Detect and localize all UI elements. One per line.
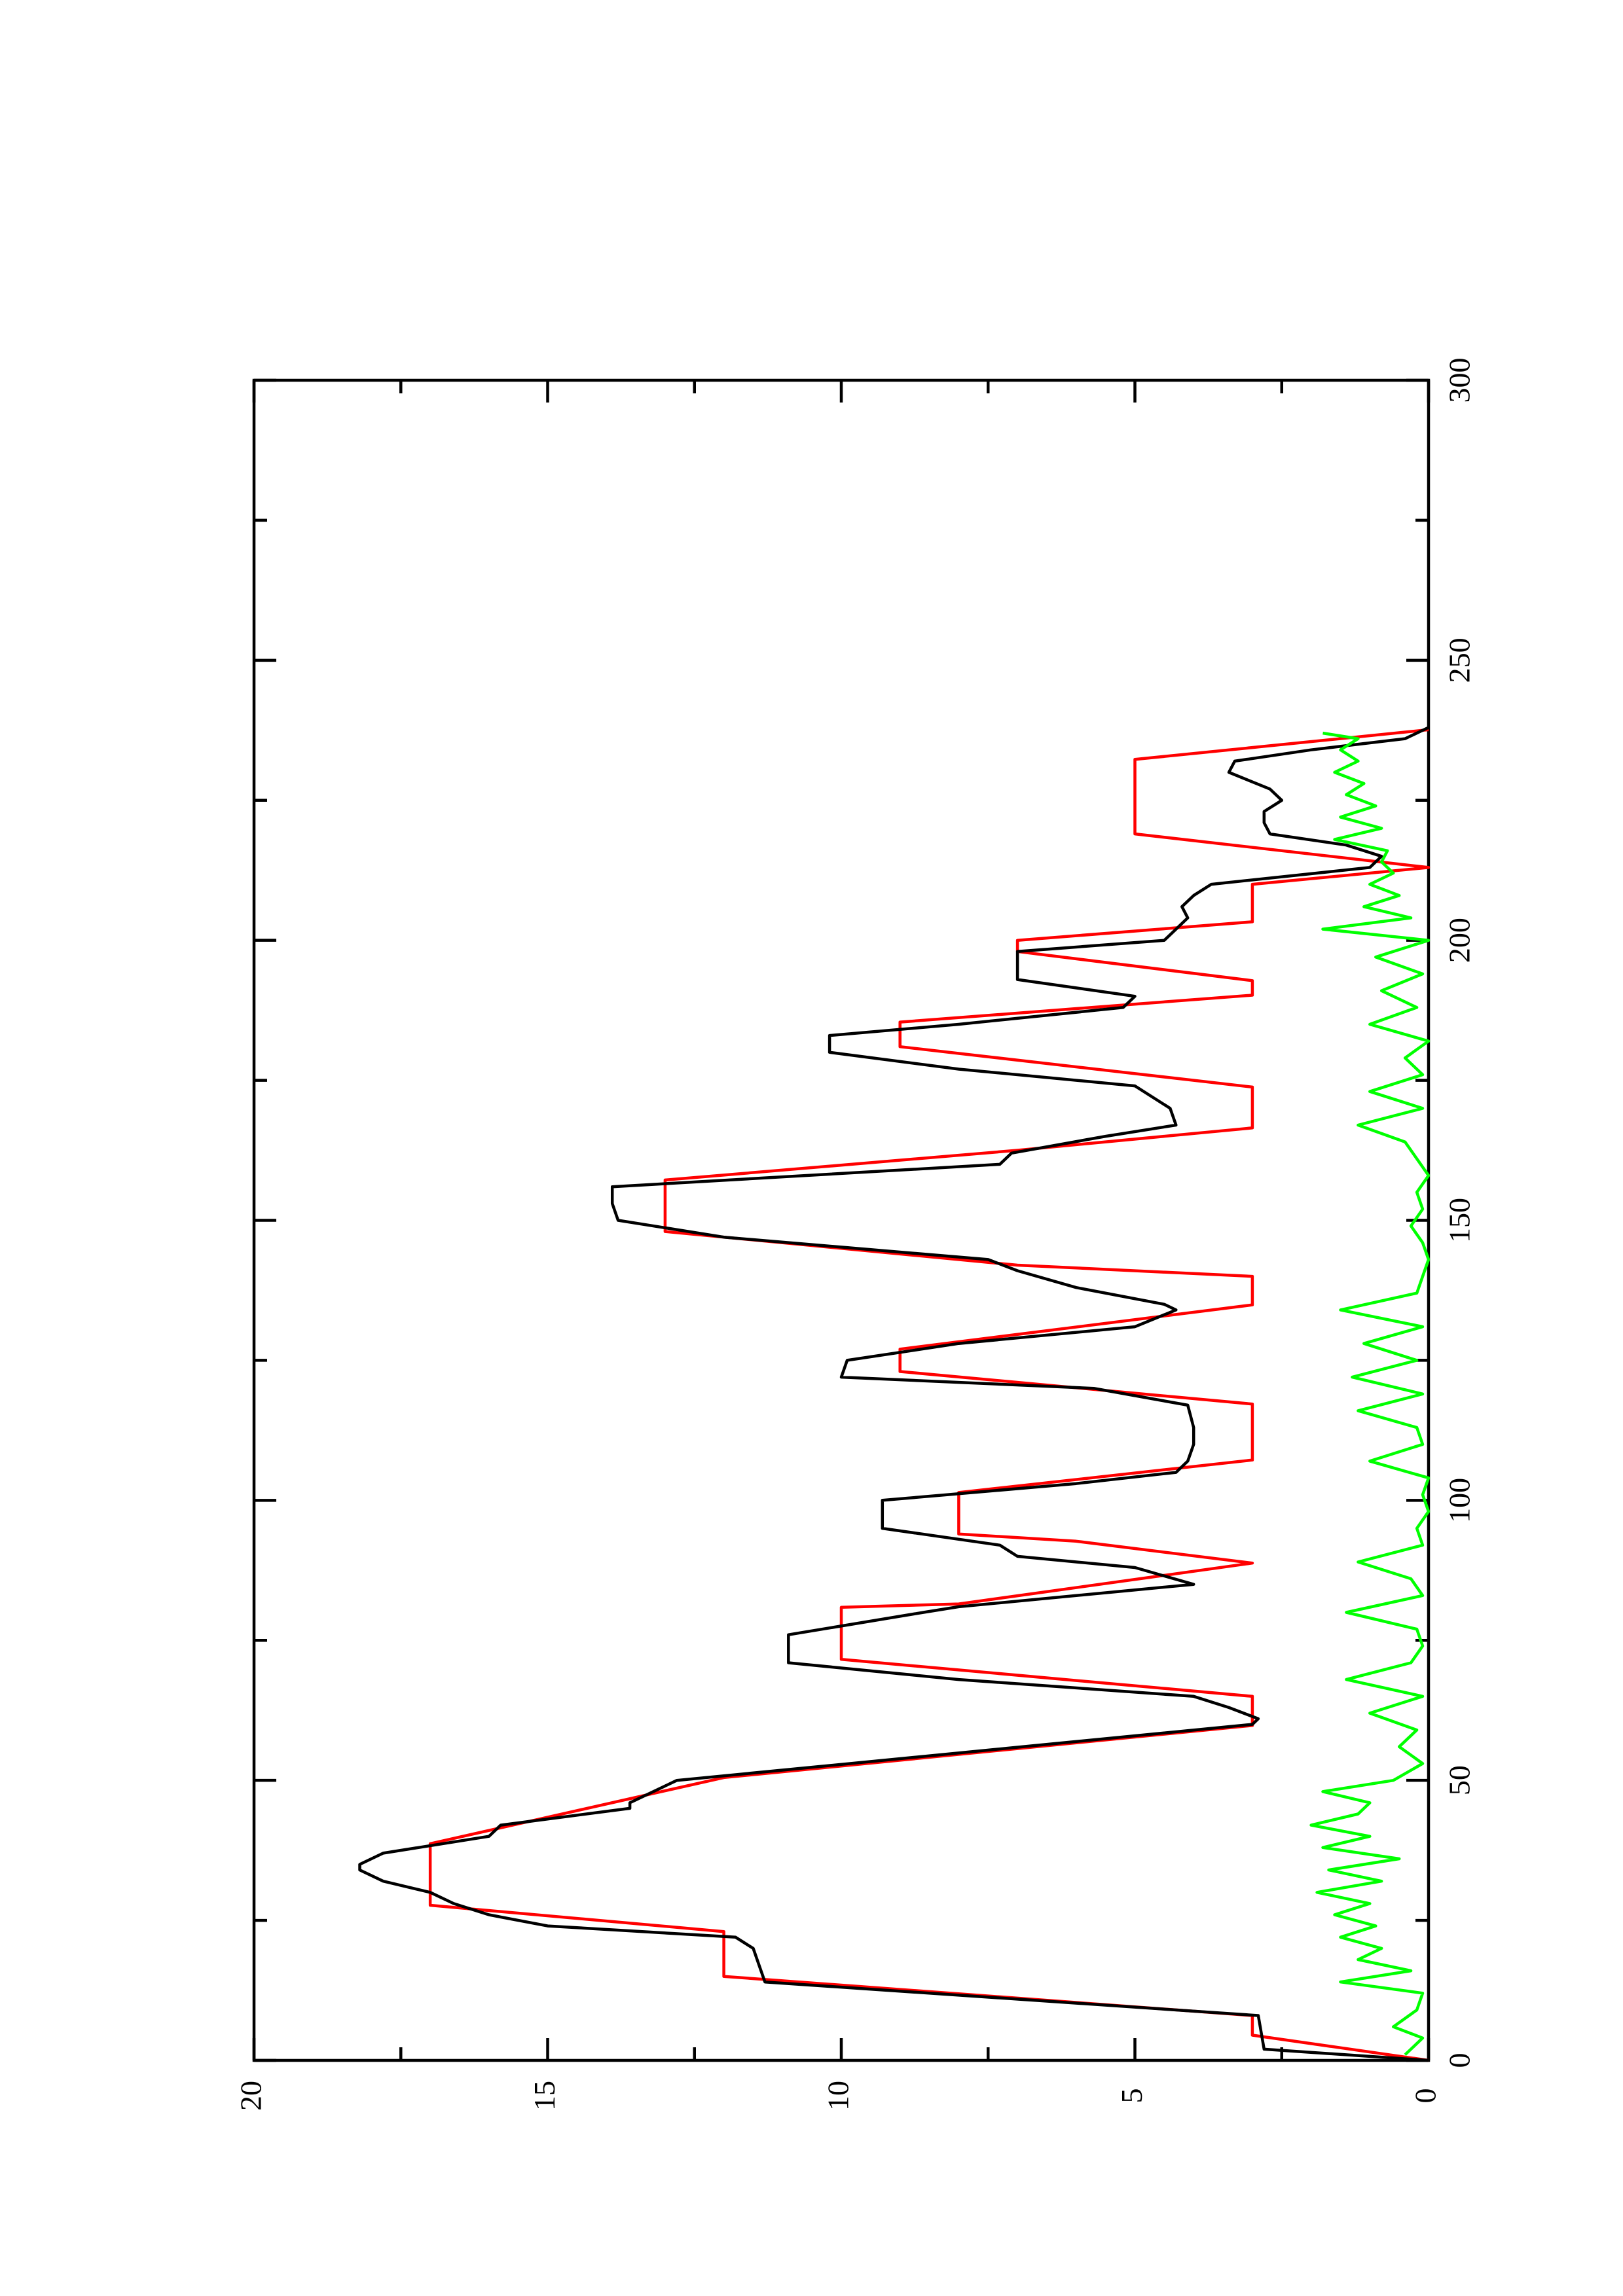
x-tick-label: 250 <box>1443 637 1476 683</box>
x-tick-label: 100 <box>1443 1478 1476 1523</box>
y-tick-label: 5 <box>1115 2089 1148 2104</box>
x-tick-label: 200 <box>1443 918 1476 963</box>
data-line <box>1309 731 1431 2056</box>
data-line <box>428 728 1431 2062</box>
y-tick-label: 20 <box>234 2081 268 2111</box>
x-tick-label: 150 <box>1443 1198 1476 1243</box>
x-tick-label: 0 <box>1443 2053 1476 2068</box>
x-tick-label: 50 <box>1443 1765 1476 1795</box>
y-tick-label: 0 <box>1409 2089 1442 2104</box>
y-tick-label: 10 <box>822 2081 855 2111</box>
plot-frame <box>252 378 1431 2062</box>
data-line <box>358 726 1429 2062</box>
x-tick-label: 300 <box>1443 358 1476 403</box>
y-tick-label: 15 <box>528 2081 561 2111</box>
